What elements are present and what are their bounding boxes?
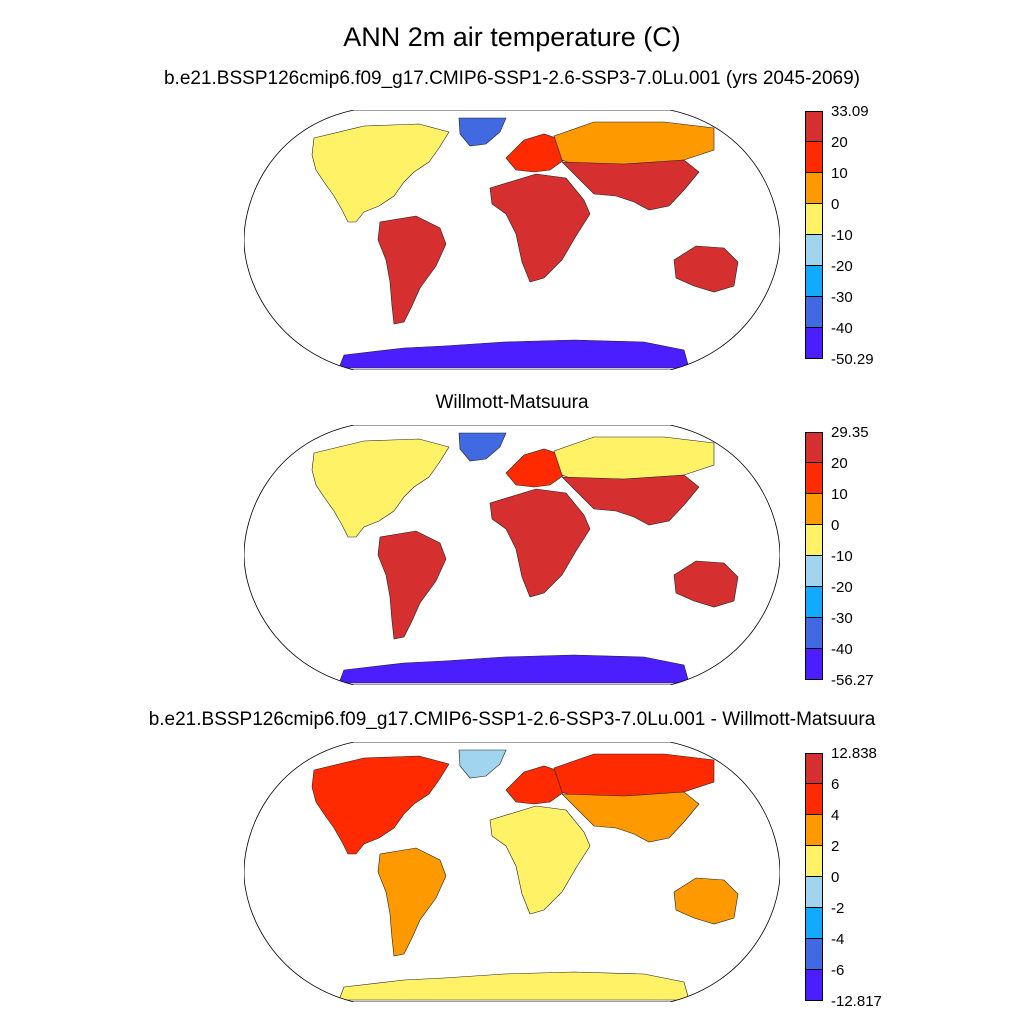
colorbar-label: -2 xyxy=(831,900,845,917)
panel-1-map xyxy=(244,110,780,370)
colorbar-frame xyxy=(805,432,823,680)
region-africa xyxy=(489,173,591,283)
panel-3-colorbar: 12.838 6 4 2 0 -2 -4 -6 -12.817 xyxy=(805,746,882,1009)
region-greenland xyxy=(458,117,507,147)
region-greenland xyxy=(458,749,507,779)
colorbar-label: 10 xyxy=(831,165,848,182)
colorbar-swatch xyxy=(805,142,823,173)
region-asia-south xyxy=(561,159,700,211)
colorbar-label: -10 xyxy=(831,227,853,244)
colorbar-label: 0 xyxy=(831,517,840,534)
region-antarctica xyxy=(338,339,690,369)
colorbar-label: -6 xyxy=(831,962,845,979)
region-north-america xyxy=(311,755,450,855)
panel-1-colorbar: 33.09 20 10 0 -10 -20 -30 -40 -50.29 xyxy=(805,104,874,367)
panel-3-map xyxy=(244,742,780,1002)
region-south-america xyxy=(377,530,447,640)
colorbar-swatch xyxy=(805,939,823,970)
region-south-america xyxy=(377,847,447,957)
colorbar-swatch xyxy=(805,173,823,204)
region-africa xyxy=(489,805,591,915)
colorbar-swatch xyxy=(805,463,823,494)
colorbar-label: -12.817 xyxy=(831,993,882,1010)
colorbar-label: 10 xyxy=(831,486,848,503)
region-asia-north xyxy=(553,436,715,484)
colorbar-label: -20 xyxy=(831,258,853,275)
colorbar-label: -40 xyxy=(831,641,853,658)
region-asia-south xyxy=(561,474,700,526)
colorbar-swatch xyxy=(805,618,823,649)
colorbar-label: -20 xyxy=(831,579,853,596)
colorbar-label: 0 xyxy=(831,869,840,886)
colorbar-frame xyxy=(805,111,823,359)
panel-1-title: b.e21.BSSP126cmip6.f09_g17.CMIP6-SSP1-2.… xyxy=(163,68,861,89)
colorbar-label: 2 xyxy=(831,838,840,855)
panel-2-title: Willmott-Matsuura xyxy=(435,392,589,413)
colorbar-swatch xyxy=(805,432,823,463)
colorbar-label: -50.29 xyxy=(831,351,874,368)
region-antarctica xyxy=(338,654,690,684)
colorbar-swatch xyxy=(805,784,823,815)
region-greenland xyxy=(458,432,507,462)
colorbar-label: -56.27 xyxy=(831,672,874,689)
panel-2-colorbar: 29.35 20 10 0 -10 -20 -30 -40 -56.27 xyxy=(805,425,874,688)
colorbar-label: 29.35 xyxy=(831,424,869,441)
panel-3-title: b.e21.BSSP126cmip6.f09_g17.CMIP6-SSP1-2.… xyxy=(148,709,876,730)
colorbar-swatch xyxy=(805,556,823,587)
colorbar-label: 20 xyxy=(831,455,848,472)
map-outline xyxy=(244,742,780,1002)
region-asia-north xyxy=(553,121,715,169)
colorbar-swatch xyxy=(805,235,823,266)
colorbar-label: 33.09 xyxy=(831,103,869,120)
map-outline xyxy=(244,425,780,685)
colorbar-label: -30 xyxy=(831,610,853,627)
colorbar-swatch xyxy=(805,846,823,877)
colorbar-swatch xyxy=(805,266,823,297)
region-north-america xyxy=(311,438,450,538)
colorbar-swatch xyxy=(805,908,823,939)
colorbar-label: 4 xyxy=(831,807,840,824)
region-asia-north xyxy=(553,753,715,801)
region-australia xyxy=(673,560,739,608)
colorbar-label: -30 xyxy=(831,289,853,306)
colorbar-label: 12.838 xyxy=(831,745,877,762)
colorbar-swatch xyxy=(805,297,823,328)
colorbar-swatch xyxy=(805,753,823,784)
colorbar-swatch xyxy=(805,204,823,235)
colorbar-swatch xyxy=(805,815,823,846)
region-asia-south xyxy=(561,791,700,843)
colorbar-label: -10 xyxy=(831,548,853,565)
colorbar-label: -4 xyxy=(831,931,845,948)
main-title: ANN 2m air temperature (C) xyxy=(343,22,681,52)
region-australia xyxy=(673,245,739,293)
map-outline xyxy=(244,110,780,370)
region-africa xyxy=(489,488,591,598)
region-antarctica xyxy=(338,971,690,1001)
colorbar-swatch xyxy=(805,877,823,908)
colorbar-label: 6 xyxy=(831,776,840,793)
colorbar-label: -40 xyxy=(831,320,853,337)
colorbar-swatch xyxy=(805,494,823,525)
panel-2-map xyxy=(244,425,780,685)
colorbar-swatch xyxy=(805,525,823,556)
colorbar-label: 0 xyxy=(831,196,840,213)
region-south-america xyxy=(377,215,447,325)
region-australia xyxy=(673,877,739,925)
colorbar-label: 20 xyxy=(831,134,848,151)
colorbar-frame xyxy=(805,753,823,1001)
colorbar-swatch xyxy=(805,587,823,618)
region-north-america xyxy=(311,123,450,223)
colorbar-swatch xyxy=(805,111,823,142)
